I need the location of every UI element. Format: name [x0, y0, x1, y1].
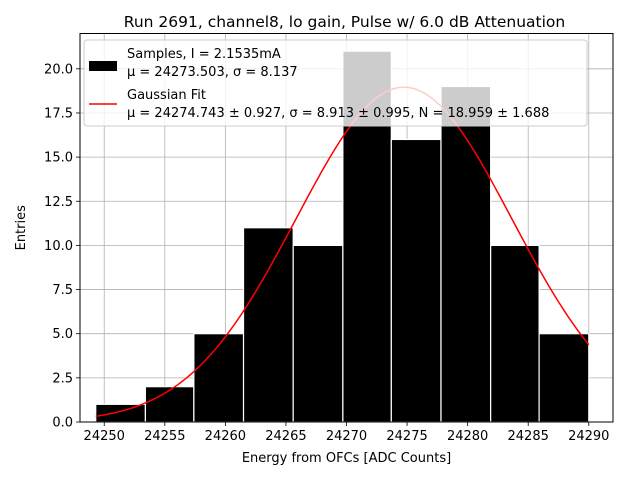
y-tick-label: 7.5 [52, 283, 73, 298]
x-axis: 24250 24255 24260 24265 24270 24275 24280 24285… [84, 422, 609, 444]
y-tick-label: 17.5 [44, 106, 73, 121]
histogram-bar [292, 244, 344, 423]
legend-frame [83, 39, 588, 127]
y-tick-label: 12.5 [44, 195, 73, 210]
y-tick-label: 15.0 [44, 151, 73, 166]
histogram-bar [440, 85, 492, 423]
histogram-bar [242, 227, 294, 423]
histogram-bar [193, 333, 245, 423]
gaussian-fit-line [95, 86, 590, 418]
x-tick-label: 24275 [386, 429, 427, 444]
y-axis-label: Entries [14, 205, 29, 251]
histogram-bars [95, 50, 590, 423]
y-tick-label: 0.0 [52, 416, 73, 431]
x-tick-label: 24280 [447, 429, 488, 444]
x-tick-label: 24265 [265, 429, 306, 444]
x-tick-label: 24250 [84, 429, 125, 444]
histogram-bar [95, 403, 147, 423]
x-tick-label: 24290 [568, 429, 609, 444]
histogram-bar [538, 333, 590, 423]
x-tick-label: 24285 [508, 429, 549, 444]
x-tick-label: 24270 [326, 429, 367, 444]
y-tick-label: 20.0 [44, 62, 73, 77]
legend-entry-samples: Samples, I = 2.1535mA [127, 47, 281, 62]
x-tick-label: 24260 [205, 429, 246, 444]
histogram-bar [144, 386, 195, 423]
histogram-bar [390, 138, 442, 423]
chart-title: Run 2691, channel8, lo gain, Pulse w/ 6.… [124, 13, 565, 31]
legend-stats-fit: μ = 24274.743 ± 0.927, σ = 8.913 ± 0.995… [127, 106, 549, 121]
histogram-bar [490, 244, 540, 423]
gaussian-fit [95, 86, 590, 418]
y-tick-label: 10.0 [44, 239, 73, 254]
legend-entry-fit: Gaussian Fit [127, 88, 206, 103]
x-tick-label: 24255 [144, 429, 185, 444]
x-axis-label: Energy from OFCs [ADC Counts] [242, 451, 451, 466]
legend-swatch-samples [89, 61, 117, 71]
y-tick-label: 2.5 [52, 371, 73, 386]
y-axis: 0.0 2.5 5.0 7.5 10.0 12.5 15.0 17.5 20.0 [44, 62, 80, 431]
legend-stats-samples: μ = 24273.503, σ = 8.137 [127, 65, 298, 80]
legend: Samples, I = 2.1535mA μ = 24273.503, σ =… [83, 39, 588, 127]
y-tick-label: 5.0 [52, 327, 73, 342]
